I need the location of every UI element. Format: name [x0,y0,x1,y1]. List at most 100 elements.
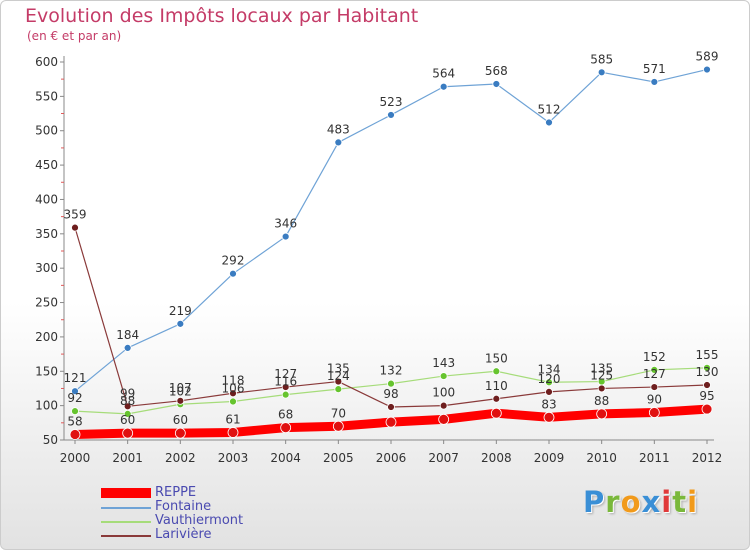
data-label: 92 [67,391,82,405]
data-label: 95 [699,389,714,403]
y-tick-label: 600 [35,55,58,69]
legend-swatch [101,488,151,498]
data-label: 571 [643,62,666,76]
data-label: 359 [64,208,87,222]
x-tick-label: 2009 [534,451,565,465]
x-tick-label: 2001 [112,451,143,465]
data-label: 568 [485,64,508,78]
data-point [334,385,343,394]
data-label: 346 [274,217,297,231]
x-tick-label: 2012 [692,451,723,465]
y-tick-label: 200 [35,330,58,344]
logo-letter: r [605,485,621,519]
legend-swatch [101,521,151,523]
x-tick-label: 2010 [586,451,617,465]
data-point [650,365,659,374]
data-label: 127 [643,367,666,381]
data-label: 127 [274,367,297,381]
data-label: 120 [538,372,561,386]
legend-item: REPPE [101,485,301,500]
y-tick-label: 450 [35,158,58,172]
data-label: 90 [647,393,662,407]
logo-letter: x [641,485,662,519]
data-point [439,401,448,410]
data-label: 70 [331,406,346,420]
data-point [227,427,239,438]
data-point [229,397,237,406]
data-point [545,378,553,387]
data-label: 512 [538,102,561,116]
data-point [174,427,186,439]
legend-swatch [101,507,151,509]
data-point [334,377,343,386]
data-label: 107 [169,381,192,395]
data-label: 130 [696,365,719,379]
legend-label: Larivière [155,527,212,542]
data-label: 585 [590,52,613,66]
data-point [703,363,711,372]
data-label: 102 [169,384,192,398]
x-tick-label: 2000 [60,451,91,465]
data-label: 219 [169,304,192,318]
data-label: 98 [383,387,398,401]
y-tick-label: 500 [35,124,58,138]
data-point [387,379,395,388]
data-label: 150 [485,351,508,365]
data-label: 58 [67,415,82,429]
data-point [385,416,397,428]
data-point [176,319,185,328]
data-point [596,408,608,420]
y-tick-label: 550 [35,89,58,103]
data-label: 116 [274,375,297,389]
data-label: 143 [432,356,455,370]
data-label: 99 [120,386,135,400]
data-label: 124 [327,369,350,383]
data-label: 125 [590,368,613,382]
chart-title: Evolution des Impôts locaux par Habitant [25,5,419,27]
x-tick-label: 2004 [270,451,301,465]
data-label: 118 [222,373,245,387]
chart-subtitle: (en € et par an) [27,29,122,43]
data-point [281,383,290,391]
y-tick-label: 100 [35,399,58,413]
x-tick-label: 2003 [218,451,249,465]
data-point [387,403,395,411]
data-point [280,422,292,434]
logo-letter: i [661,485,673,519]
data-point [438,413,450,425]
x-tick-label: 2006 [376,451,407,465]
data-point [492,394,501,403]
data-point [490,407,502,419]
data-label: 564 [432,67,455,81]
data-point [71,387,79,396]
y-tick-label: 150 [35,364,58,378]
data-label: 106 [222,382,245,396]
data-label: 134 [538,362,561,376]
x-tick-label: 2008 [481,451,512,465]
data-point [123,402,132,411]
y-tick-label: 400 [35,192,58,206]
data-point [543,411,555,423]
data-label: 523 [380,95,403,109]
data-point [176,396,185,405]
data-point [229,269,237,278]
data-point [701,403,713,415]
x-tick-label: 2007 [428,451,459,465]
data-label: 83 [541,397,556,411]
data-point [281,390,290,399]
legend-label: Vauthiermont [155,513,244,528]
data-point [650,78,659,86]
data-point [492,80,501,88]
data-label: 121 [64,371,87,385]
data-label: 135 [590,362,613,376]
x-tick-label: 2005 [323,451,354,465]
data-label: 110 [485,379,508,393]
data-point [597,68,606,77]
legend-item: Fontaine [101,499,301,514]
x-tick-label: 2002 [165,451,196,465]
data-point [492,367,501,376]
data-point [597,384,606,393]
logo-letter: P [583,485,606,519]
